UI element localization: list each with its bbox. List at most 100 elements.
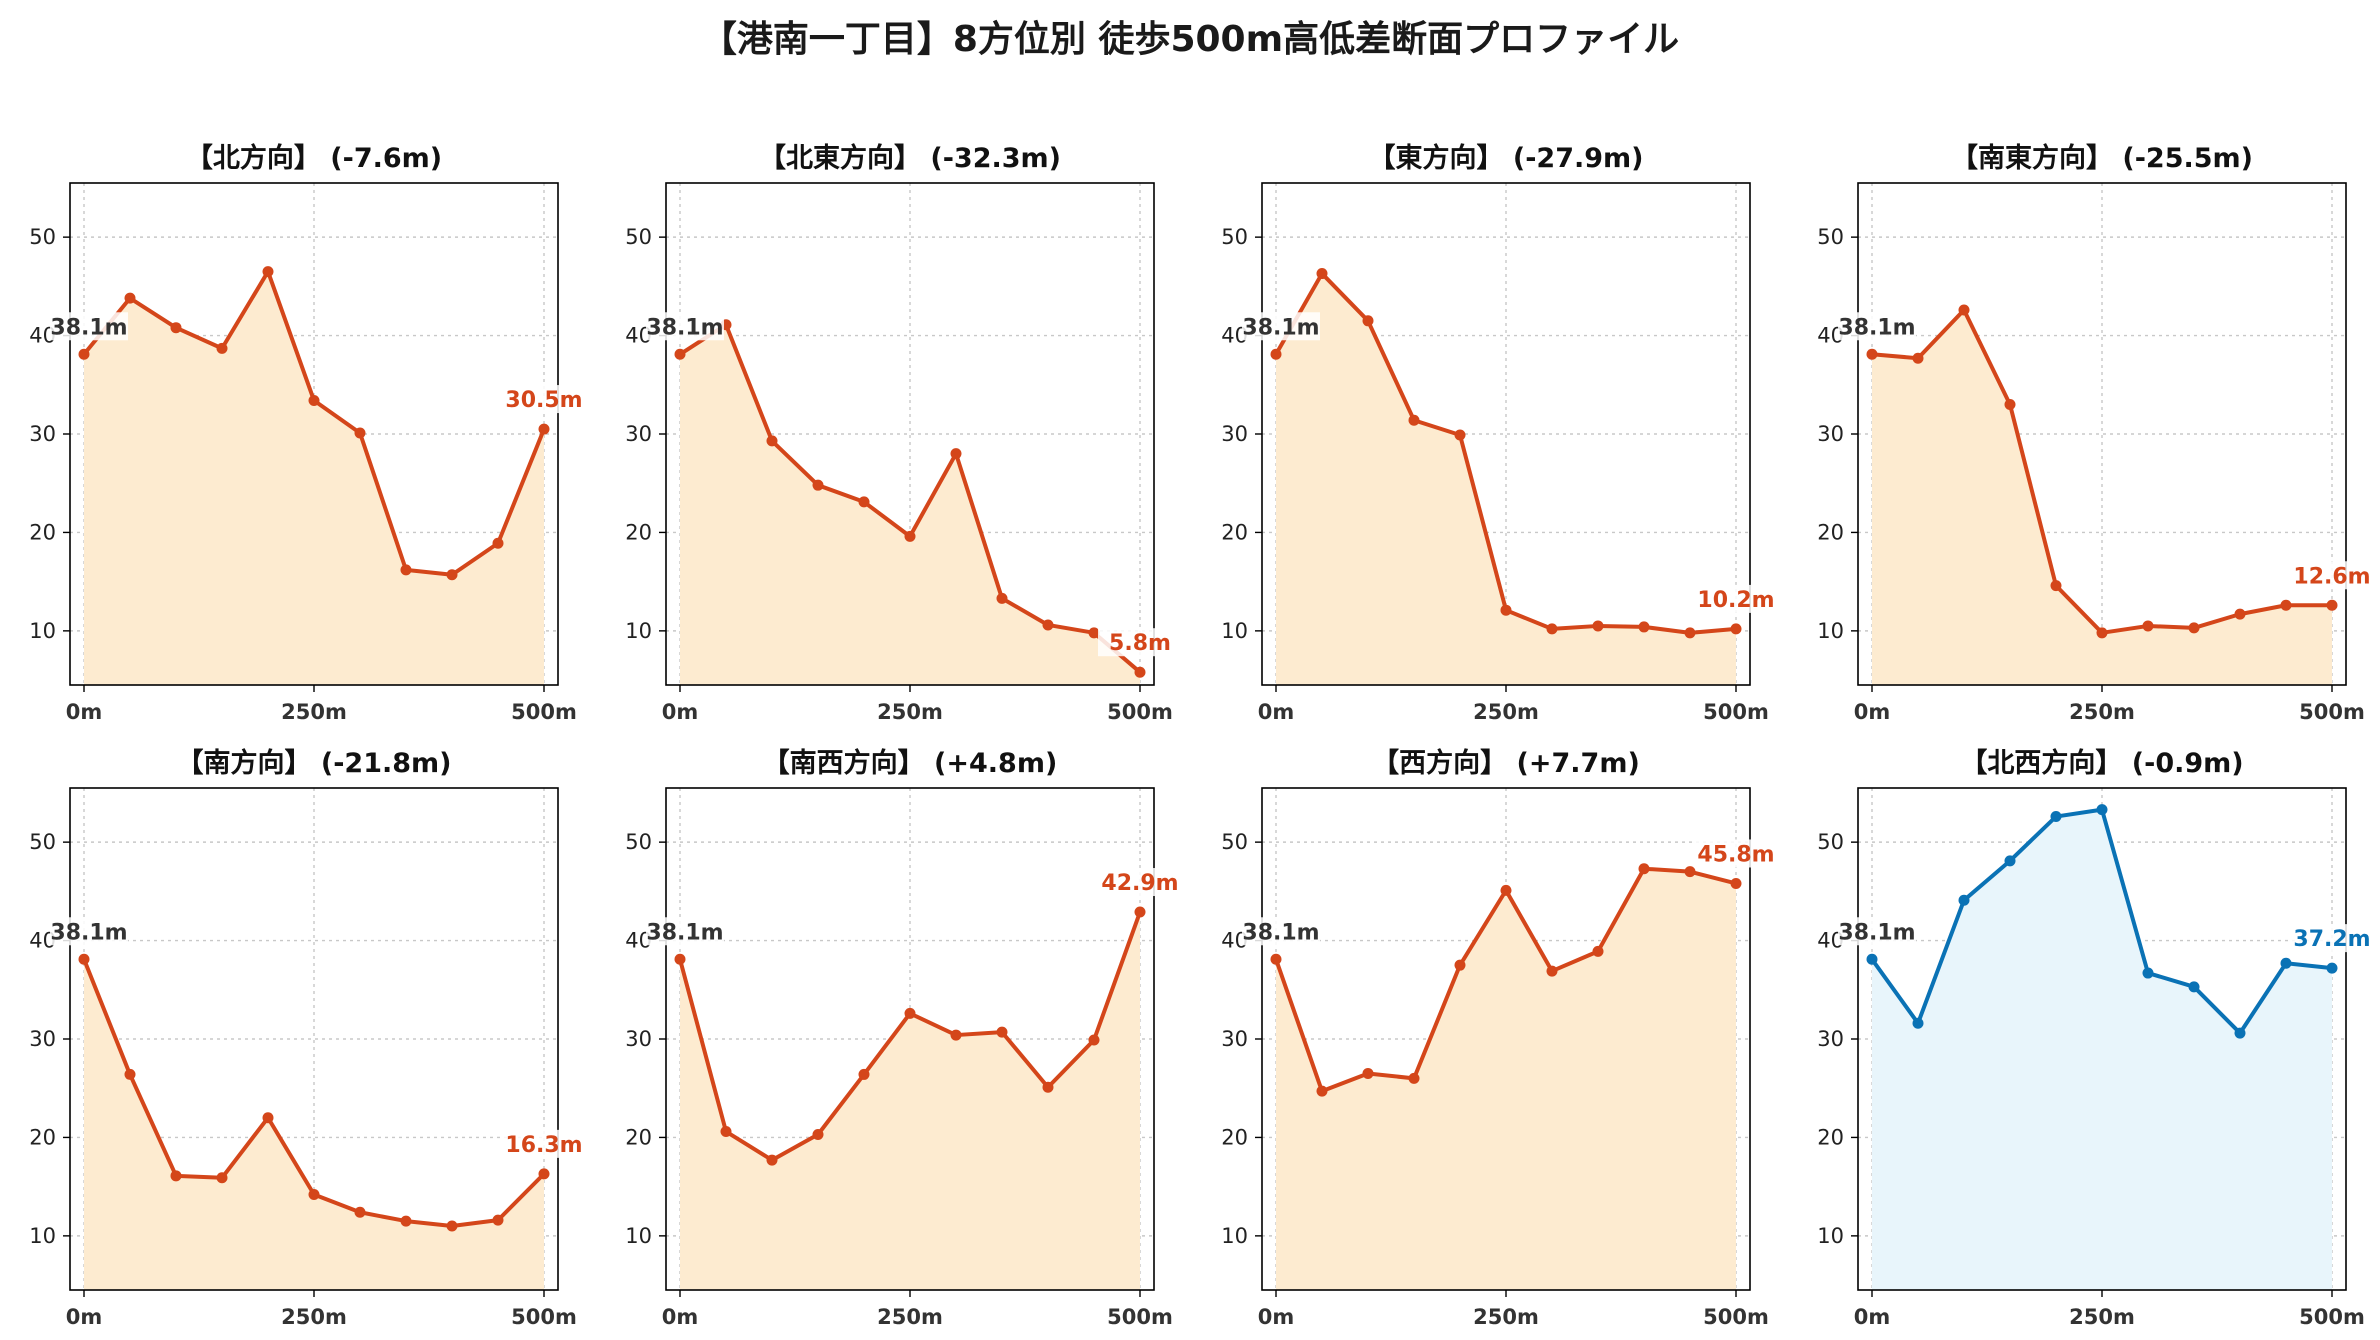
- data-point: [400, 1215, 412, 1227]
- end-label-bg: [1098, 628, 1182, 657]
- data-point: [1454, 959, 1466, 971]
- data-point: [1730, 623, 1742, 635]
- end-label: 10.2m: [1697, 588, 1774, 613]
- x-tick-label: 500m: [1703, 700, 1769, 724]
- data-point: [2004, 855, 2016, 867]
- data-point: [124, 292, 136, 304]
- end-label-bg: [1694, 839, 1778, 868]
- x-tick-label: 0m: [1854, 700, 1891, 724]
- data-point: [2234, 1027, 2246, 1039]
- data-point: [538, 423, 550, 435]
- data-point: [1592, 945, 1604, 957]
- data-point: [1546, 623, 1558, 635]
- end-label-bg: [2290, 561, 2374, 590]
- data-point: [124, 1068, 136, 1080]
- chart-title: 【南西方向】 (+4.8m): [763, 747, 1058, 779]
- data-point: [2188, 622, 2200, 634]
- y-tick-label: 30: [1817, 422, 1844, 446]
- start-label-bg: [1838, 312, 1916, 341]
- data-point: [812, 1128, 824, 1140]
- chart-panel-3: 【東方向】 (-27.9m)0m 250m 500m102030405038.1m1…: [1221, 142, 1778, 724]
- start-label: 38.1m: [1838, 315, 1915, 340]
- y-tick-label: 30: [1817, 1027, 1844, 1051]
- y-tick-label: 10: [1817, 1224, 1844, 1248]
- y-tick-label: 20: [625, 520, 652, 544]
- data-point: [2050, 811, 2062, 823]
- x-tick-label: 0m: [1854, 1305, 1891, 1329]
- data-point: [308, 1189, 320, 1201]
- start-label: 38.1m: [1242, 920, 1319, 945]
- chart-panel-5: 【南方向】 (-21.8m)0m 250m 500m102030405038.1m1…: [29, 747, 586, 1329]
- y-tick-label: 30: [29, 422, 56, 446]
- y-tick-label: 10: [1221, 619, 1248, 643]
- data-point: [766, 1154, 778, 1166]
- chart-panel-4: 【南東方向】 (-25.5m)0m 250m 500m102030405038.1m…: [1817, 142, 2374, 724]
- data-point: [1500, 884, 1512, 896]
- start-label-bg: [1838, 917, 1916, 946]
- end-label: 30.5m: [505, 388, 582, 413]
- end-label: 12.6m: [2293, 564, 2370, 589]
- y-tick-label: 10: [625, 619, 652, 643]
- y-tick-label: 50: [29, 830, 56, 854]
- data-point: [446, 1220, 458, 1232]
- data-point: [1912, 1017, 1924, 1029]
- x-tick-label: 500m: [511, 1305, 577, 1329]
- y-tick-label: 10: [1221, 1224, 1248, 1248]
- y-tick-label: 30: [29, 1027, 56, 1051]
- x-tick-label: 250m: [2069, 700, 2135, 724]
- data-point: [1684, 866, 1696, 878]
- y-tick-label: 20: [1817, 520, 1844, 544]
- data-point: [1088, 627, 1100, 639]
- data-point: [674, 348, 686, 360]
- data-point: [812, 479, 824, 491]
- y-tick-label: 10: [29, 1224, 56, 1248]
- data-point: [2004, 398, 2016, 410]
- data-point: [1500, 604, 1512, 616]
- y-tick-label: 10: [625, 1224, 652, 1248]
- data-point: [950, 1029, 962, 1041]
- y-tick-label: 30: [1221, 1027, 1248, 1051]
- data-point: [446, 569, 458, 581]
- data-point: [2142, 967, 2154, 979]
- start-label: 38.1m: [50, 315, 127, 340]
- data-point: [2326, 962, 2338, 974]
- start-label-bg: [50, 917, 128, 946]
- y-tick-label: 50: [1817, 225, 1844, 249]
- y-tick-label: 10: [1817, 619, 1844, 643]
- data-point: [78, 953, 90, 965]
- y-tick-label: 30: [625, 1027, 652, 1051]
- y-tick-label: 50: [1817, 830, 1844, 854]
- x-tick-label: 250m: [281, 1305, 347, 1329]
- data-point: [2096, 627, 2108, 639]
- data-point: [1408, 414, 1420, 426]
- end-label: 37.2m: [2293, 927, 2370, 952]
- start-label: 38.1m: [1838, 920, 1915, 945]
- data-point: [262, 1112, 274, 1124]
- y-tick-label: 20: [625, 1125, 652, 1149]
- y-tick-label: 20: [29, 520, 56, 544]
- data-point: [1362, 315, 1374, 327]
- data-point: [1270, 348, 1282, 360]
- page-title: 【港南一丁目】8方位別 徒歩500m高低差断面プロファイル: [700, 19, 1680, 60]
- x-tick-label: 0m: [662, 700, 699, 724]
- chart-title: 【東方向】 (-27.9m): [1368, 142, 1643, 174]
- data-point: [2280, 957, 2292, 969]
- data-point: [1088, 1034, 1100, 1046]
- data-point: [492, 1214, 504, 1226]
- data-point: [1866, 348, 1878, 360]
- start-label: 38.1m: [1242, 315, 1319, 340]
- x-tick-label: 0m: [1258, 1305, 1295, 1329]
- data-point: [2280, 599, 2292, 611]
- start-label: 38.1m: [646, 920, 723, 945]
- start-label-bg: [646, 917, 724, 946]
- data-point: [1730, 877, 1742, 889]
- data-point: [1958, 304, 1970, 316]
- start-label-bg: [1242, 917, 1320, 946]
- data-point: [996, 1026, 1008, 1038]
- data-point: [766, 435, 778, 447]
- x-tick-label: 250m: [281, 700, 347, 724]
- y-tick-label: 20: [1221, 1125, 1248, 1149]
- data-point: [858, 1068, 870, 1080]
- data-point: [1638, 621, 1650, 633]
